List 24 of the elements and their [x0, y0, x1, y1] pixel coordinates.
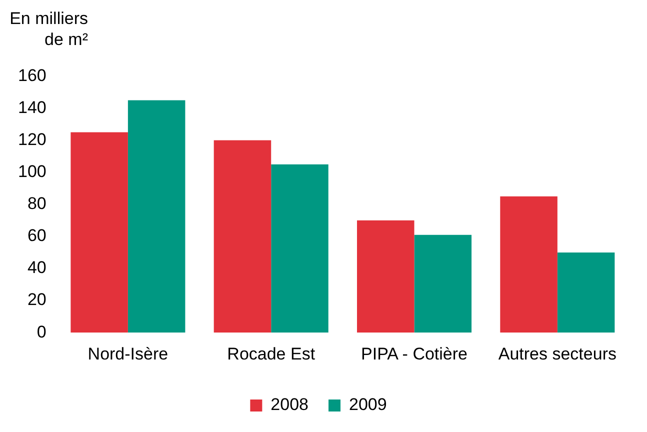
y-tick-label: 160	[18, 66, 46, 85]
y-tick-label: 20	[27, 290, 46, 310]
legend-label: 2009	[349, 395, 387, 414]
x-tick-label: Autres secteurs	[498, 344, 616, 364]
y-tick-label: 60	[27, 226, 46, 246]
bar	[414, 234, 472, 333]
bar	[214, 140, 272, 333]
bar	[557, 252, 615, 333]
bar	[70, 132, 128, 333]
y-axis-title: En milliers de m²	[8, 8, 88, 51]
bar	[500, 196, 558, 333]
bar	[271, 164, 328, 333]
x-tick-label: Rocade Est	[227, 344, 316, 364]
x-tick-label: PIPA - Cotière	[361, 344, 468, 364]
bar	[357, 220, 414, 333]
legend-label: 2008	[270, 395, 309, 414]
y-tick-label: 80	[27, 194, 46, 214]
y-tick-label: 0	[36, 322, 46, 342]
y-tick-label: 120	[18, 130, 46, 149]
bar	[128, 100, 186, 333]
y-tick-label: 100	[18, 162, 46, 182]
y-tick-label: 40	[27, 258, 46, 278]
y-tick-label: 140	[18, 98, 46, 117]
x-tick-label: Nord-Isère	[88, 344, 168, 364]
